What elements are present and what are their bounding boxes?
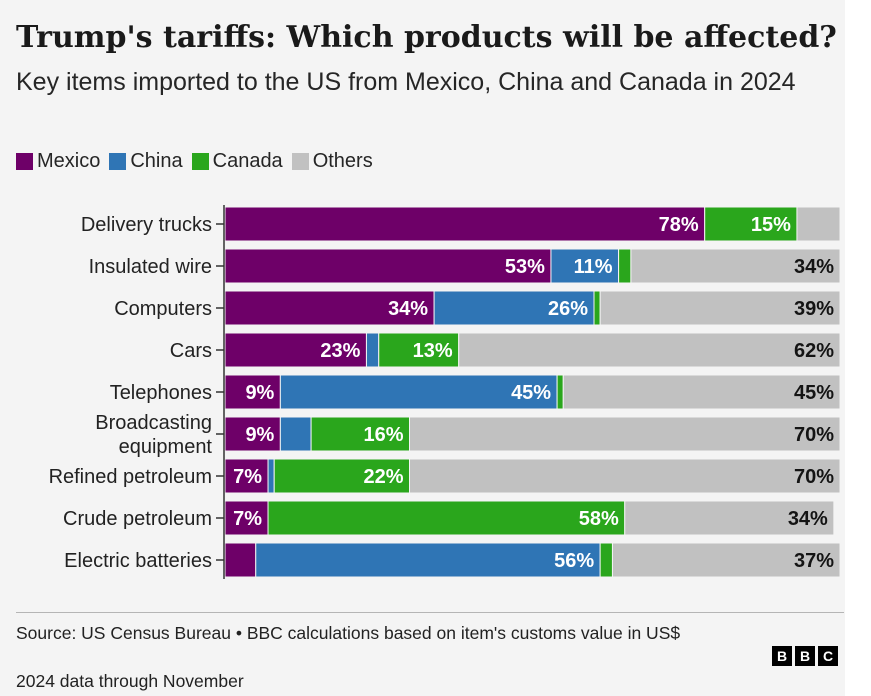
legend-item-mexico: Mexico xyxy=(16,150,100,173)
data-label-crude-petroleum-canada: 58% xyxy=(579,508,619,530)
legend-item-others: Others xyxy=(291,149,373,173)
bar-crude-petroleum-mexico xyxy=(224,500,269,536)
data-label-cars-others: 62% xyxy=(794,340,834,362)
data-label-refined-petroleum-mexico: 7% xyxy=(233,466,262,488)
data-label-insulated-wire-china: 11% xyxy=(574,256,613,278)
bar-refined-petroleum-china xyxy=(267,458,275,494)
category-label-insulated-wire: Insulated wire xyxy=(89,256,212,278)
bar-delivery-trucks-mexico xyxy=(224,206,706,242)
bar-insulated-wire-others xyxy=(630,248,841,284)
bar-broadcasting-equipment-canada xyxy=(310,416,411,452)
category-label-cars: Cars xyxy=(170,340,212,362)
legend-swatch-canada xyxy=(191,152,209,170)
bar-cars-china xyxy=(365,332,380,368)
bbc-logo-letter-3: C xyxy=(818,646,838,666)
data-label-insulated-wire-others: 34% xyxy=(794,256,834,278)
data-label-broadcasting-equipment-others: 70% xyxy=(794,424,834,446)
data-label-crude-petroleum-others: 34% xyxy=(788,508,828,530)
bar-broadcasting-equipment-others xyxy=(409,416,841,452)
data-label-refined-petroleum-others: 70% xyxy=(794,466,834,488)
chart-subtitle: Key items imported to the US from Mexico… xyxy=(16,68,796,96)
bar-electric-batteries-canada xyxy=(599,542,613,578)
legend-label-others: Others xyxy=(312,149,373,172)
legend-label-china: China xyxy=(130,149,183,172)
legend-item-china: China xyxy=(109,149,183,173)
category-label-crude-petroleum: Crude petroleum xyxy=(63,508,212,530)
category-label-telephones: Telephones xyxy=(110,382,212,404)
bar-broadcasting-equipment-china xyxy=(279,416,312,452)
legend-item-canada: Canada xyxy=(191,149,283,173)
data-label-computers-china: 26% xyxy=(548,298,588,320)
bar-electric-batteries-mexico xyxy=(224,542,257,578)
bar-insulated-wire-canada xyxy=(618,248,632,284)
bar-electric-batteries-others xyxy=(611,542,841,578)
category-label-electric-batteries: Electric batteries xyxy=(64,550,212,572)
data-label-electric-batteries-china: 56% xyxy=(554,550,594,572)
bar-refined-petroleum-others xyxy=(409,458,841,494)
bar-telephones-mexico xyxy=(224,374,281,410)
bar-telephones-others xyxy=(562,374,841,410)
data-label-telephones-mexico: 9% xyxy=(245,382,274,404)
legend: Mexico China Canada Others xyxy=(16,148,382,174)
legend-swatch-mexico xyxy=(16,152,33,170)
bar-computers-china xyxy=(433,290,595,326)
bar-computers-mexico xyxy=(224,290,435,326)
bbc-logo-letter-1: B xyxy=(772,646,792,666)
category-label-delivery-trucks: Delivery trucks xyxy=(81,214,212,236)
legend-swatch-china xyxy=(109,152,127,170)
bar-insulated-wire-mexico xyxy=(224,248,552,284)
data-note: 2024 data through November xyxy=(16,671,244,691)
footer-divider xyxy=(16,612,844,613)
bar-insulated-wire-china xyxy=(550,248,620,284)
bar-crude-petroleum-canada xyxy=(267,500,626,536)
data-label-telephones-others: 45% xyxy=(794,382,834,404)
data-label-broadcasting-equipment-mexico: 9% xyxy=(245,424,274,446)
data-label-crude-petroleum-mexico: 7% xyxy=(233,508,262,530)
bar-refined-petroleum-canada xyxy=(273,458,411,494)
bar-computers-others xyxy=(599,290,841,326)
data-label-cars-mexico: 23% xyxy=(320,340,360,362)
data-label-broadcasting-equipment-canada: 16% xyxy=(363,424,403,446)
bar-delivery-trucks-canada xyxy=(704,206,798,242)
legend-swatch-others xyxy=(291,152,309,170)
bar-electric-batteries-china xyxy=(255,542,601,578)
data-label-computers-others: 39% xyxy=(794,298,834,320)
bbc-logo: B B C xyxy=(772,646,841,666)
data-label-cars-canada: 13% xyxy=(413,340,453,362)
bar-refined-petroleum-mexico xyxy=(224,458,269,494)
data-label-refined-petroleum-canada: 22% xyxy=(363,466,403,488)
bar-cars-others xyxy=(458,332,841,368)
stacked-bar-chart: Delivery trucks 78% 15% Insulated wire 53% 11… xyxy=(49,205,841,579)
data-label-delivery-trucks-canada: 15% xyxy=(751,214,791,236)
category-label-refined-petroleum: Refined petroleum xyxy=(49,466,212,488)
data-label-telephones-china: 45% xyxy=(511,382,551,404)
data-label-delivery-trucks-mexico: 78% xyxy=(659,214,699,236)
legend-label-canada: Canada xyxy=(212,149,283,172)
bar-delivery-trucks-others xyxy=(796,206,841,242)
legend-label-mexico: Mexico xyxy=(37,149,101,172)
bar-computers-canada xyxy=(593,290,601,326)
bar-crude-petroleum-others xyxy=(624,500,835,536)
source-note: Source: US Census Bureau • BBC calculati… xyxy=(16,623,681,643)
data-label-insulated-wire-mexico: 53% xyxy=(505,256,545,278)
bar-telephones-canada xyxy=(556,374,564,410)
category-label-broadcasting-equipment: Broadcasting equipment xyxy=(95,412,212,458)
chart-title: Trump's tariffs: Which products will be … xyxy=(16,20,837,55)
data-label-computers-mexico: 34% xyxy=(388,298,428,320)
category-label-computers: Computers xyxy=(114,298,212,320)
data-label-electric-batteries-others: 37% xyxy=(794,550,834,572)
bbc-logo-letter-2: B xyxy=(795,646,815,666)
